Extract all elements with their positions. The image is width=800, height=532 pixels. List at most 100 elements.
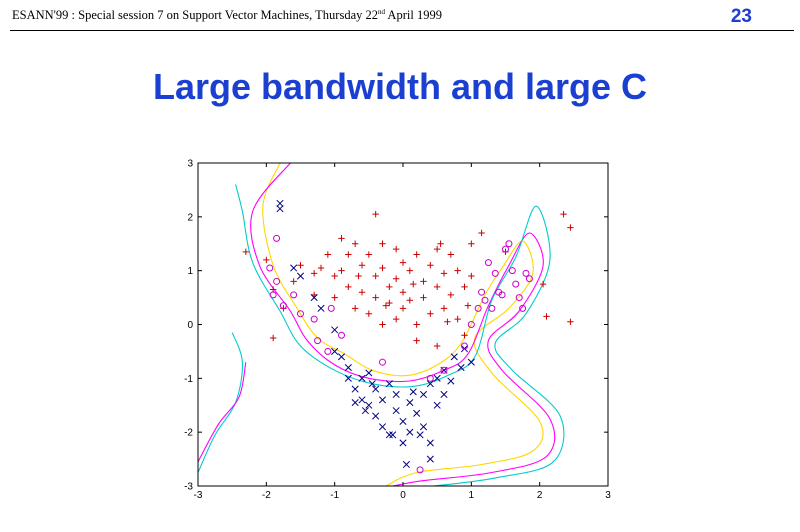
plus-point xyxy=(413,337,420,344)
plus-point xyxy=(392,245,400,253)
cross-point xyxy=(358,396,366,404)
support-vector-point xyxy=(379,358,386,366)
cross-point xyxy=(426,439,434,447)
plus-point xyxy=(290,278,297,285)
plus-point xyxy=(406,297,414,304)
plus-point xyxy=(454,267,461,274)
plus-point xyxy=(382,302,390,309)
support-vector-point xyxy=(440,366,448,374)
x-tick-label: 2 xyxy=(537,490,543,501)
cross-point xyxy=(385,431,393,439)
plus-point xyxy=(392,275,400,282)
cross-point xyxy=(368,380,376,388)
cross-point xyxy=(344,374,352,382)
plus-point xyxy=(351,240,359,247)
header-date-suffix: April 1999 xyxy=(385,8,442,23)
support-vector-point xyxy=(266,264,274,272)
cross-point xyxy=(331,347,339,355)
page-number: 23 xyxy=(730,6,752,27)
plus-point xyxy=(317,264,325,272)
plus-point xyxy=(560,210,567,218)
plus-point xyxy=(461,283,468,291)
support-vector-point xyxy=(478,288,486,296)
header-text: ESANN'99 : Special session 7 on Support … xyxy=(12,8,378,23)
plot-frame xyxy=(197,162,609,487)
cross-point xyxy=(433,374,441,382)
plus-point xyxy=(468,272,475,280)
support-vector-point xyxy=(327,304,335,312)
cross-point xyxy=(290,264,298,272)
support-vector-point xyxy=(461,342,468,350)
plus-point xyxy=(355,272,362,280)
plus-point xyxy=(399,289,407,296)
cross-point xyxy=(344,364,352,372)
cross-point xyxy=(389,431,397,439)
cross-point xyxy=(399,417,407,425)
plus-point xyxy=(410,280,417,288)
cross-point xyxy=(378,396,387,404)
plus-point xyxy=(345,251,352,258)
cross-point xyxy=(457,364,465,372)
support-vector-point xyxy=(324,347,332,355)
contour-line xyxy=(262,163,544,486)
support-vector-point xyxy=(512,280,520,288)
plus-point xyxy=(345,283,352,291)
plus-point xyxy=(365,251,373,258)
slide-title: Large bandwidth and large C xyxy=(152,66,648,107)
plus-point xyxy=(567,318,574,326)
support-vector-point xyxy=(273,277,281,285)
plus-point xyxy=(379,321,386,328)
x-tick-label: 1 xyxy=(469,490,475,501)
support-vector-point xyxy=(426,374,434,382)
cross-point xyxy=(450,353,458,361)
plus-point xyxy=(433,342,441,350)
plus-point xyxy=(324,251,332,258)
support-vector-point xyxy=(525,275,533,283)
plus-point xyxy=(372,210,379,218)
y-tick-label: -3 xyxy=(184,482,193,493)
cross-point xyxy=(365,401,373,409)
support-vector-point xyxy=(522,269,530,277)
plus-point xyxy=(351,305,359,312)
cross-point xyxy=(351,399,359,407)
x-tick-label: -1 xyxy=(330,490,339,501)
cross-point xyxy=(331,326,339,334)
data-points xyxy=(242,199,574,474)
plus-point xyxy=(433,245,441,253)
contour-line xyxy=(235,184,565,486)
header-divider xyxy=(10,30,794,31)
cross-point xyxy=(378,423,387,431)
support-vector-point xyxy=(508,267,516,275)
slide-header: ESANN'99 : Special session 7 on Support … xyxy=(12,8,442,23)
x-tick-label: 0 xyxy=(400,490,406,501)
cross-point xyxy=(392,390,400,399)
cross-point xyxy=(276,205,284,213)
contour-line xyxy=(198,362,247,463)
support-vector-point xyxy=(269,291,277,299)
y-tick-label: -1 xyxy=(184,374,193,385)
plus-point xyxy=(437,240,444,247)
cross-point xyxy=(440,390,448,399)
support-vector-point xyxy=(515,294,523,302)
cross-point xyxy=(406,428,414,436)
y-tick-label: 2 xyxy=(187,212,193,223)
plus-point xyxy=(440,305,448,312)
plus-point xyxy=(358,262,366,269)
plus-point xyxy=(338,235,345,242)
plus-point xyxy=(269,334,277,342)
plus-point xyxy=(433,283,441,291)
plus-point xyxy=(461,332,468,339)
plus-point xyxy=(242,248,250,256)
cross-point xyxy=(409,388,417,396)
plus-point xyxy=(539,280,547,288)
cross-point xyxy=(372,412,380,420)
support-vector-point xyxy=(474,304,482,312)
contour-line xyxy=(250,163,556,486)
plus-point xyxy=(310,270,318,277)
plus-point xyxy=(392,315,400,323)
support-vector-point xyxy=(484,259,492,267)
support-vector-point xyxy=(314,337,322,345)
cross-point xyxy=(361,407,369,415)
plus-point xyxy=(427,310,434,317)
plus-point xyxy=(406,267,414,274)
